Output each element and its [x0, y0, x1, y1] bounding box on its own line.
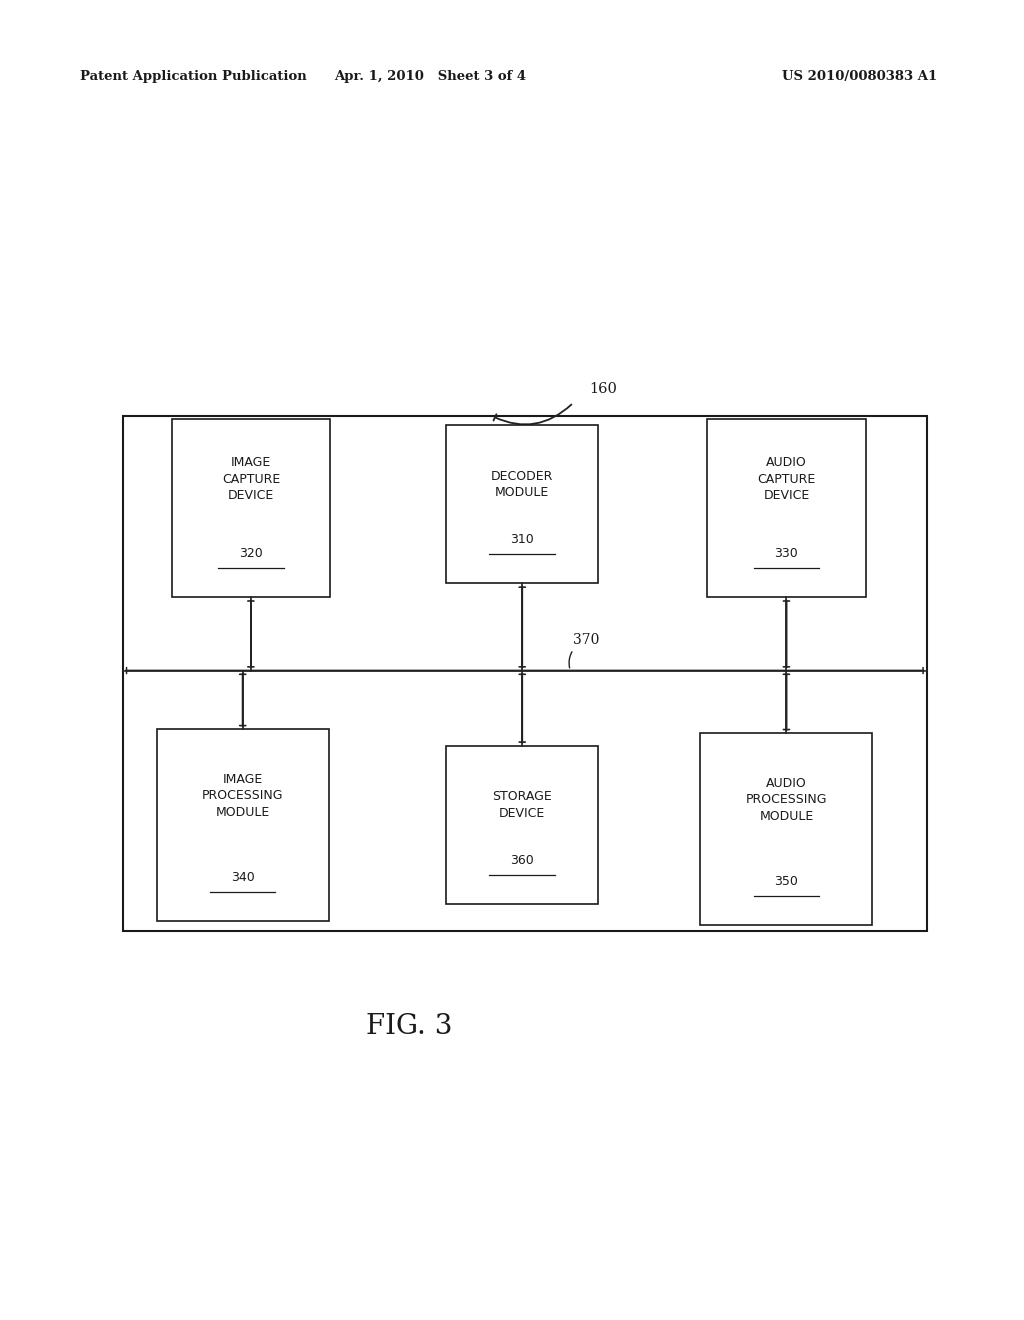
Text: 160: 160: [589, 381, 616, 396]
Text: IMAGE
PROCESSING
MODULE: IMAGE PROCESSING MODULE: [202, 774, 284, 818]
Text: STORAGE
DEVICE: STORAGE DEVICE: [493, 791, 552, 820]
Text: 330: 330: [774, 548, 799, 560]
Text: 340: 340: [230, 871, 255, 883]
Text: 320: 320: [239, 548, 263, 560]
Bar: [446, 425, 598, 583]
Bar: [171, 420, 330, 597]
Bar: [446, 746, 598, 904]
Text: 370: 370: [573, 632, 600, 647]
Text: Apr. 1, 2010   Sheet 3 of 4: Apr. 1, 2010 Sheet 3 of 4: [334, 70, 526, 83]
Text: DECODER
MODULE: DECODER MODULE: [492, 470, 553, 499]
Text: 350: 350: [774, 875, 799, 887]
Text: IMAGE
CAPTURE
DEVICE: IMAGE CAPTURE DEVICE: [222, 457, 280, 502]
Text: AUDIO
CAPTURE
DEVICE: AUDIO CAPTURE DEVICE: [758, 457, 815, 502]
Text: 310: 310: [510, 533, 535, 546]
Bar: [123, 416, 927, 931]
Bar: [707, 420, 866, 597]
Text: US 2010/0080383 A1: US 2010/0080383 A1: [781, 70, 937, 83]
Text: Patent Application Publication: Patent Application Publication: [80, 70, 306, 83]
Text: AUDIO
PROCESSING
MODULE: AUDIO PROCESSING MODULE: [745, 777, 827, 822]
Bar: [700, 734, 872, 924]
Bar: [157, 729, 329, 921]
Text: 360: 360: [510, 854, 535, 867]
Text: FIG. 3: FIG. 3: [367, 1014, 453, 1040]
